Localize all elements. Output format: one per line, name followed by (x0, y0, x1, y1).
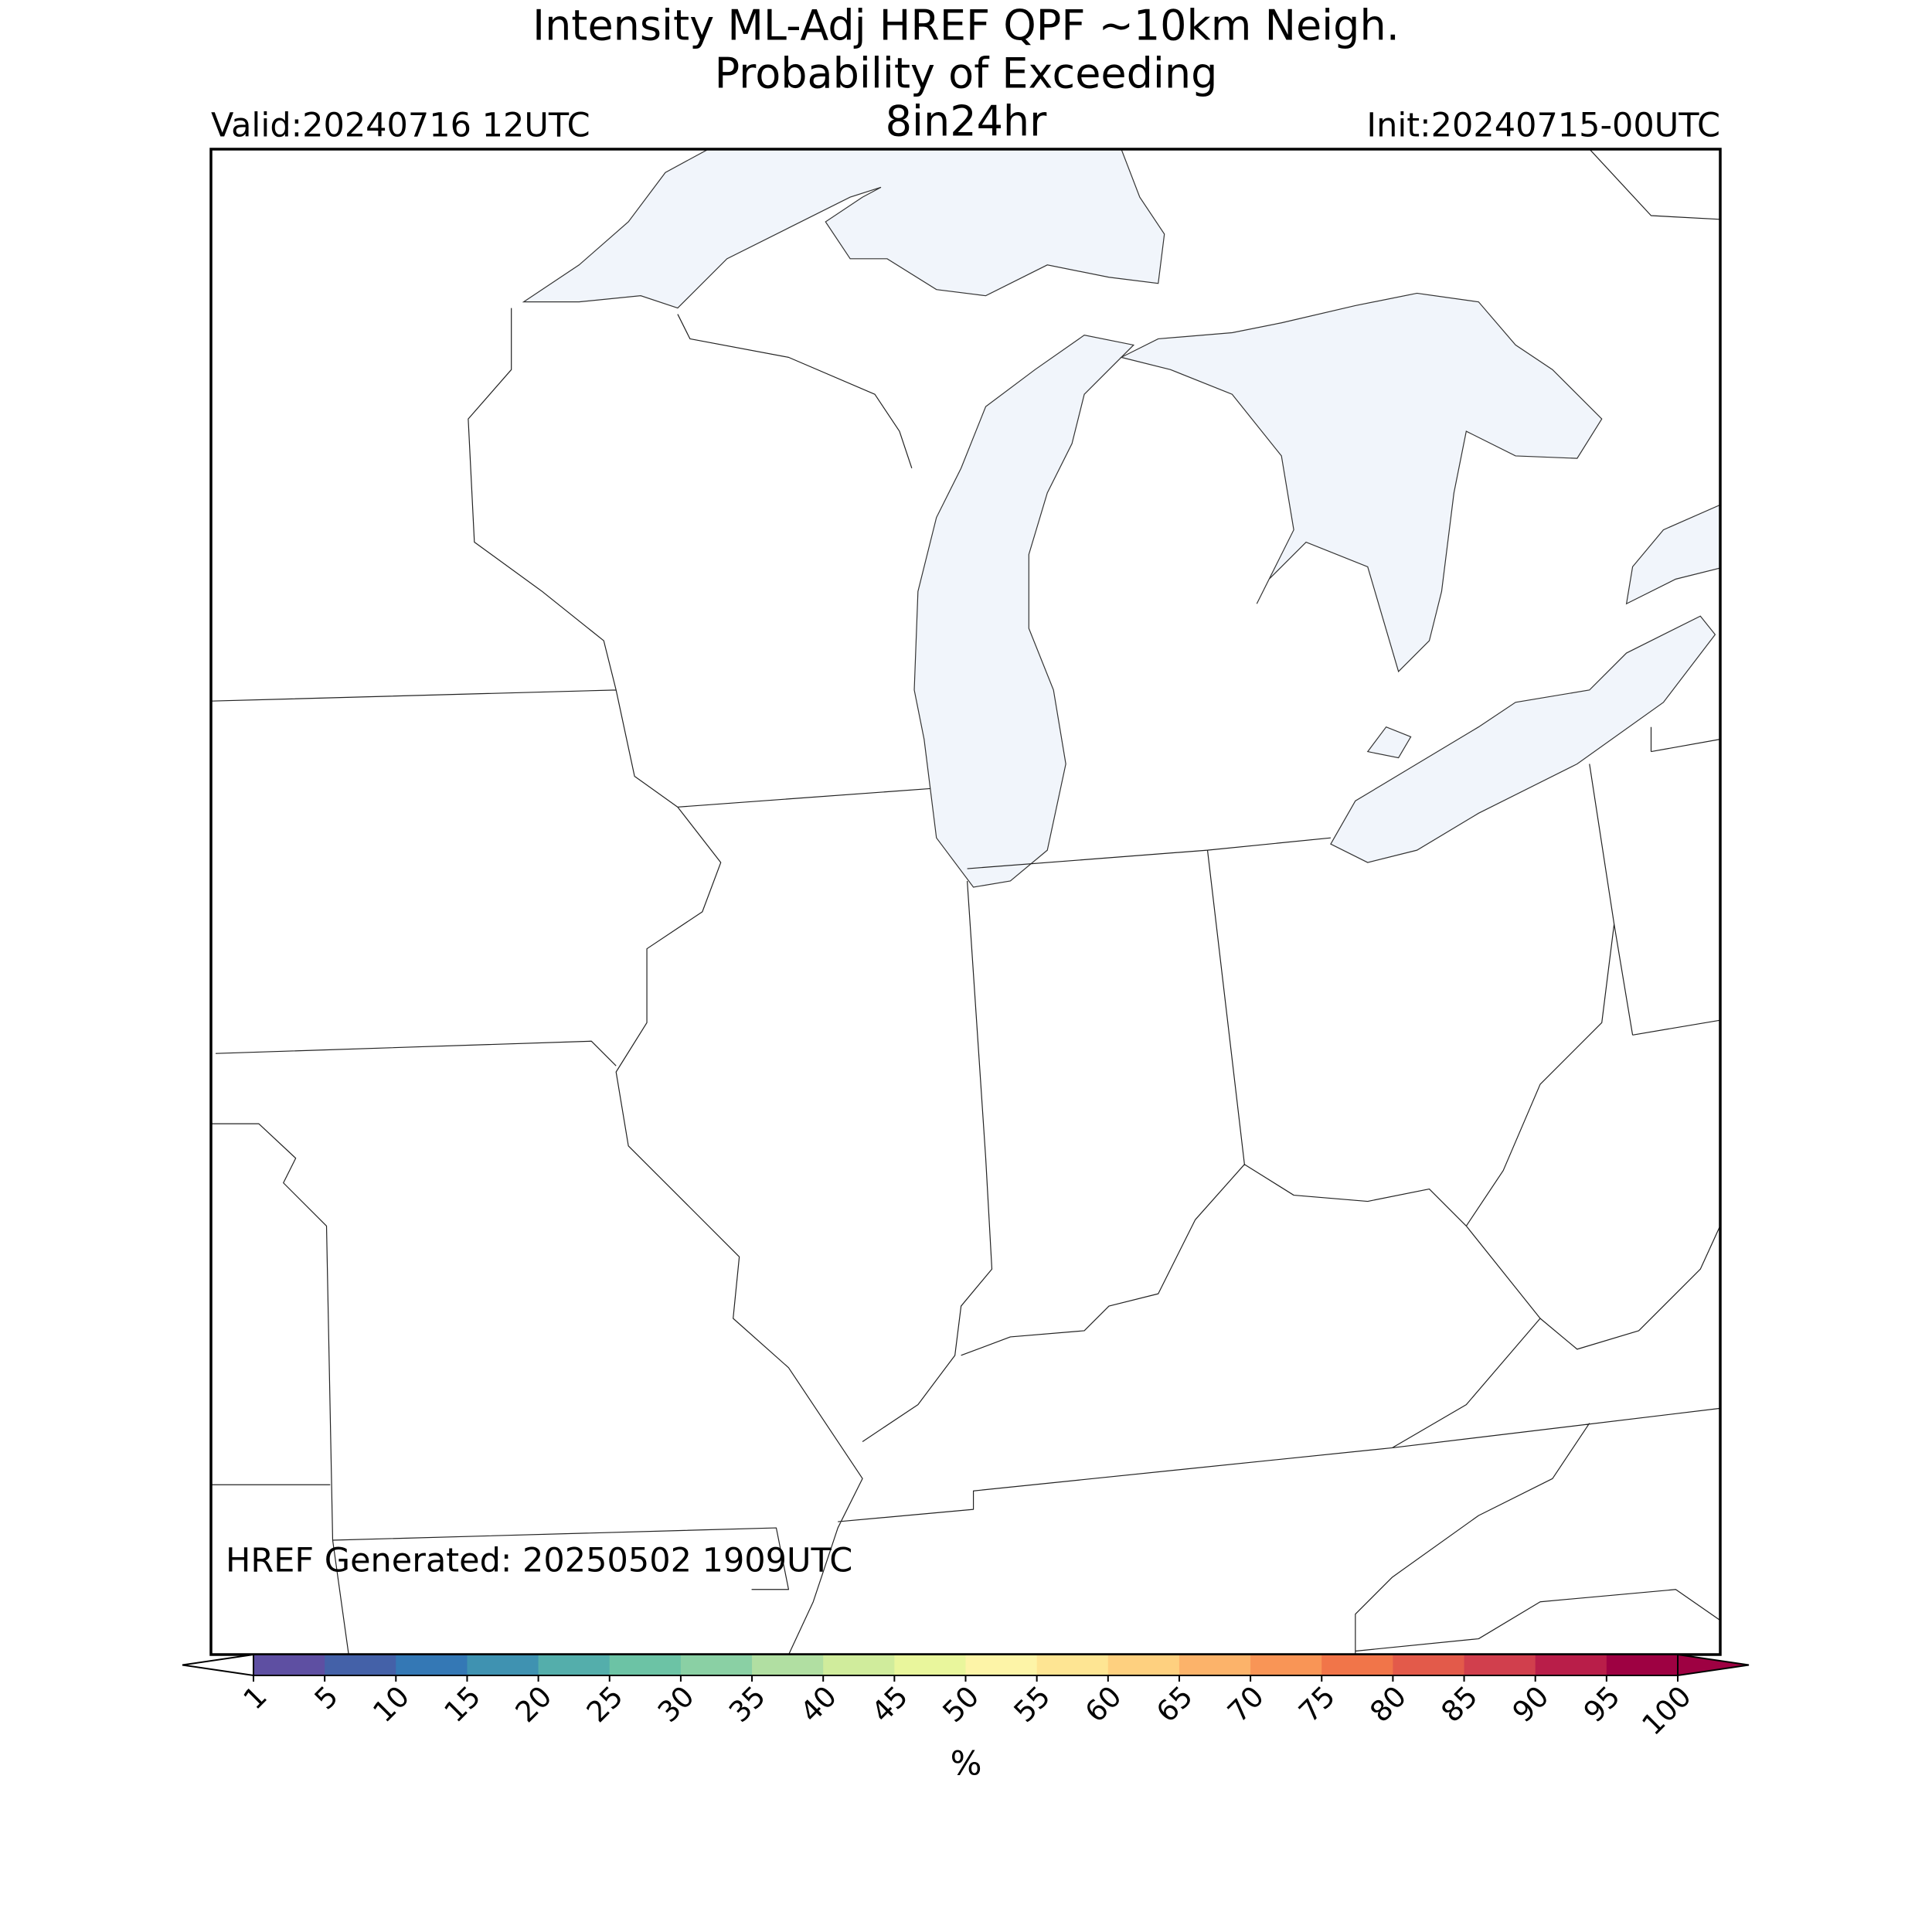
colorbar-segment (609, 1655, 682, 1675)
title-line: Probability of Exceeding (715, 49, 1218, 98)
colorbar-tick-label: 85 (1435, 1679, 1485, 1729)
colorbar-tick-label: 70 (1221, 1679, 1270, 1729)
colorbar-segment (1250, 1655, 1322, 1675)
map: HREF Generated: 20250502 1909UTC (209, 148, 1722, 1656)
colorbar-tick-label: 35 (723, 1679, 772, 1729)
colorbar-segment (1107, 1655, 1180, 1675)
title-line: Intensity ML-Adj HREF QPF ~10km Neigh. (532, 2, 1400, 50)
colorbar-tick-label: 5 (308, 1679, 345, 1716)
valid-time: Valid:20240716 12UTC (211, 107, 590, 145)
colorbar-tick-label: 95 (1577, 1679, 1627, 1729)
colorbar-segment (1606, 1655, 1679, 1675)
colorbar-tick-label: 30 (651, 1679, 701, 1729)
colorbar-tick-label: 75 (1292, 1679, 1342, 1729)
geography (211, 149, 1720, 1655)
colorbar-segment (1036, 1655, 1109, 1675)
colorbar-segment (752, 1655, 824, 1675)
colorbar-segment (894, 1655, 966, 1675)
colorbar: 1 5 10 15 20 25 30 35 40 45 50 55 60 65 70 75 80 85 90 95 10… (182, 1653, 1750, 1742)
colorbar-tick-label: 100 (1635, 1679, 1697, 1741)
colorbar-segment (1535, 1655, 1607, 1675)
lake (522, 149, 1165, 309)
title-line: 8in24hr (886, 97, 1048, 146)
colorbar-segment (1393, 1655, 1465, 1675)
colorbar-segment (253, 1655, 325, 1675)
colorbar-segment (1321, 1655, 1393, 1675)
colorbar-tick-label: 80 (1363, 1679, 1413, 1729)
colorbar-segment (965, 1655, 1038, 1675)
colorbar-segment (396, 1655, 468, 1675)
generated-time: HREF Generated: 20250502 1909UTC (226, 1542, 852, 1580)
colorbar-segment (1179, 1655, 1251, 1675)
colorbar-tick-label: 1 (237, 1679, 274, 1716)
colorbar-segment (1464, 1655, 1536, 1675)
colorbar-tick-label: 10 (366, 1679, 416, 1729)
colorbar-extension (182, 1653, 254, 1677)
colorbar-tick-label: 50 (937, 1679, 986, 1729)
colorbar-tick-label: 90 (1506, 1679, 1556, 1729)
border (211, 149, 1720, 1655)
colorbar-segment (823, 1655, 895, 1675)
colorbar-label: % (951, 1745, 982, 1784)
colorbar-tick-label: 45 (865, 1679, 914, 1729)
colorbar-tick-label: 15 (438, 1679, 488, 1729)
colorbar-tick-label: 40 (794, 1679, 843, 1729)
colorbar-segment (325, 1655, 396, 1675)
lake (1625, 504, 1720, 605)
lake (1120, 292, 1603, 673)
init-time: Init:20240715-00UTC (1366, 107, 1720, 145)
colorbar-tick-label: 55 (1008, 1679, 1057, 1729)
lake (1330, 615, 1716, 863)
lake (1366, 726, 1412, 759)
colorbar-segment (467, 1655, 539, 1675)
colorbar-tick-label: 20 (509, 1679, 559, 1729)
colorbar-segment (680, 1655, 753, 1675)
colorbar-tick-label: 25 (580, 1679, 630, 1729)
colorbar-tick-label: 60 (1079, 1679, 1128, 1729)
colorbar-tick-label: 65 (1150, 1679, 1199, 1729)
lake (913, 335, 1135, 888)
colorbar-extension (1677, 1653, 1750, 1677)
colorbar-segment (538, 1655, 611, 1675)
